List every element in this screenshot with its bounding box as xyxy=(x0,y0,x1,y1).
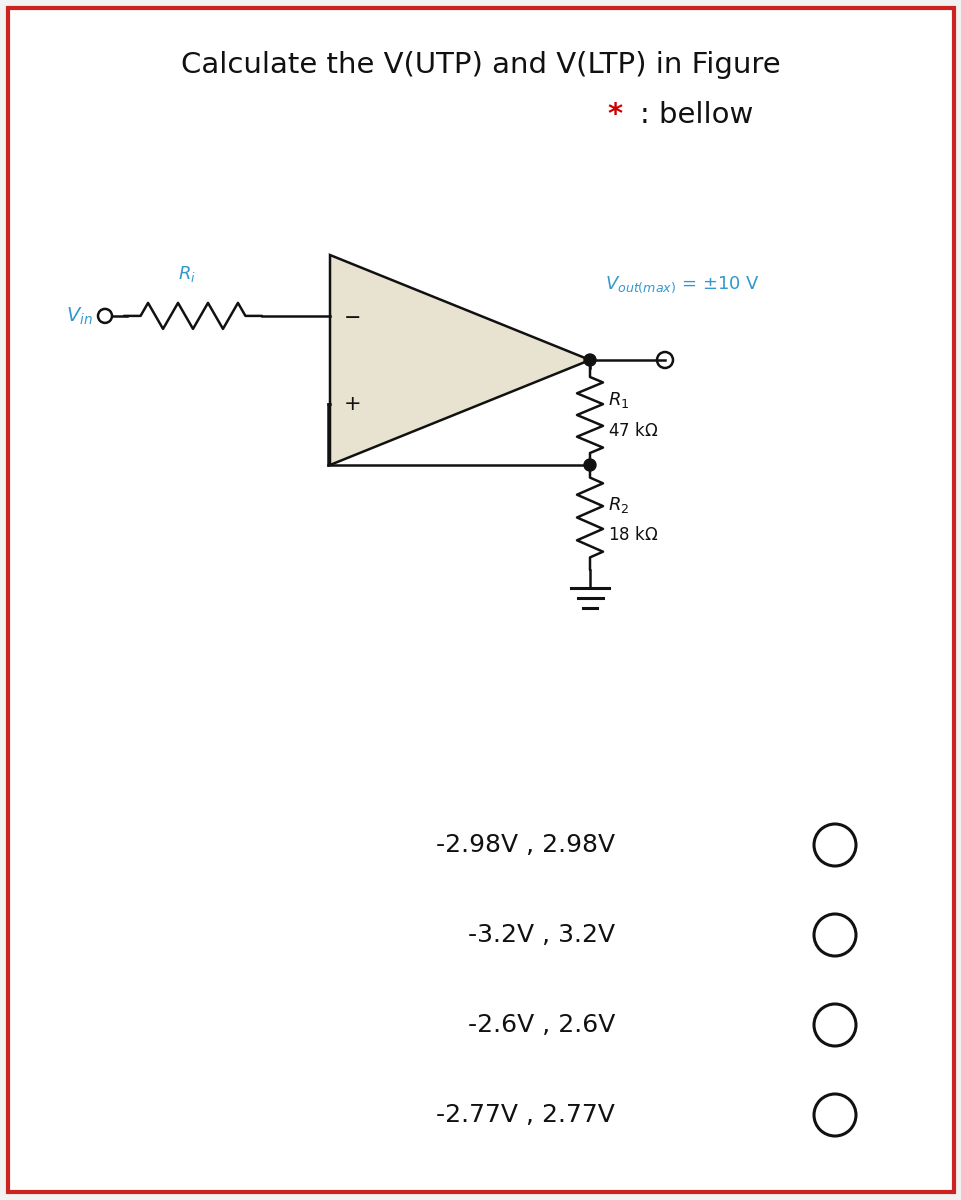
Circle shape xyxy=(583,354,596,366)
Circle shape xyxy=(583,458,596,470)
Text: -2.98V , 2.98V: -2.98V , 2.98V xyxy=(435,833,614,857)
Text: $R_i$: $R_i$ xyxy=(178,264,196,284)
FancyBboxPatch shape xyxy=(8,8,953,1192)
Text: -3.2V , 3.2V: -3.2V , 3.2V xyxy=(467,923,614,947)
Text: $V_{in}$: $V_{in}$ xyxy=(66,305,93,326)
Text: : bellow: : bellow xyxy=(639,101,752,128)
Text: $+$: $+$ xyxy=(343,394,360,414)
Text: 47 k$\Omega$: 47 k$\Omega$ xyxy=(607,421,657,439)
Text: 18 k$\Omega$: 18 k$\Omega$ xyxy=(607,527,657,545)
Text: -2.77V , 2.77V: -2.77V , 2.77V xyxy=(435,1103,614,1127)
Polygon shape xyxy=(330,254,589,464)
Text: $R_2$: $R_2$ xyxy=(607,496,628,516)
Text: *: * xyxy=(606,101,622,128)
Text: $R_1$: $R_1$ xyxy=(607,390,628,410)
Text: Calculate the V(UTP) and V(LTP) in Figure: Calculate the V(UTP) and V(LTP) in Figur… xyxy=(181,50,780,79)
Text: $-$: $-$ xyxy=(343,306,360,326)
Text: $V_{out(max)}$ = ±10 V: $V_{out(max)}$ = ±10 V xyxy=(604,275,759,295)
Text: -2.6V , 2.6V: -2.6V , 2.6V xyxy=(467,1013,614,1037)
